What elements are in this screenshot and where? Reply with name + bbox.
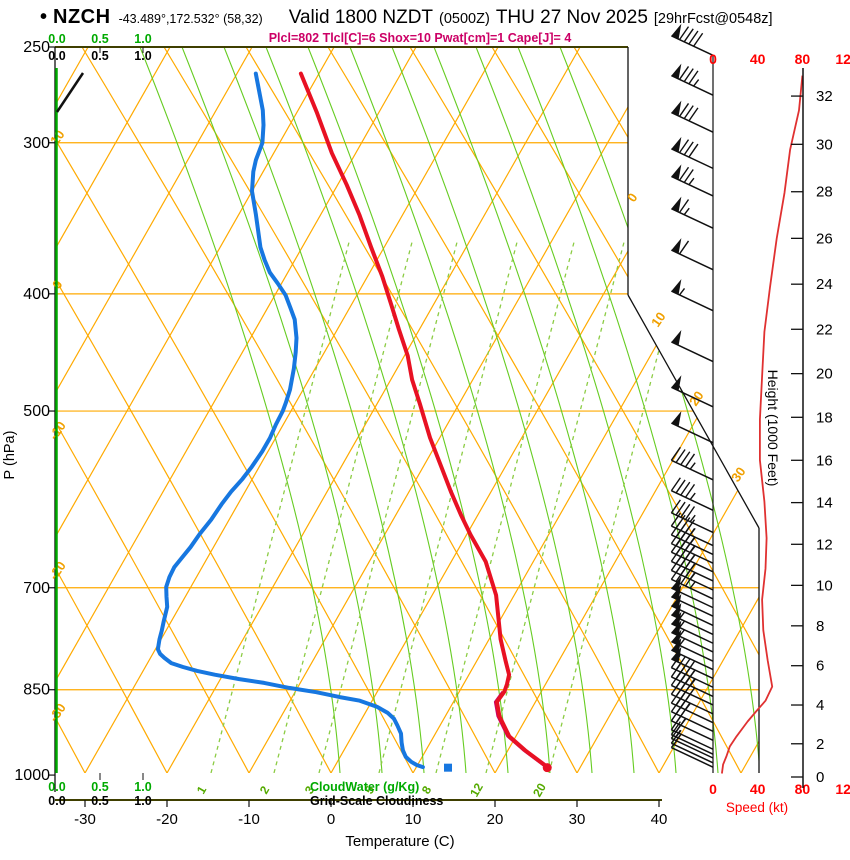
svg-text:Height (1000 Feet): Height (1000 Feet) [765, 370, 781, 487]
isotherm-grid [55, 47, 759, 773]
chart-header: • NZCH -43.489°,172.532° (58,32) Valid 1800… [40, 6, 840, 29]
station-id: NZCH [53, 6, 111, 28]
mixing-ratio-labels: 1 2 3 5 8 12 20 [194, 780, 549, 799]
temperature-curve [298, 71, 550, 770]
svg-text:40: 40 [750, 51, 766, 67]
svg-text:30: 30 [816, 136, 833, 153]
surface-temp-marker [542, 763, 552, 773]
stability-parameters: Plcl=802 Tlcl[C]=6 Shox=10 Pwat[cm]=1 Ca… [268, 31, 572, 45]
svg-text:300: 300 [23, 135, 50, 152]
svg-text:32: 32 [816, 88, 833, 105]
svg-text:12: 12 [816, 536, 833, 553]
wind-speed-curve [721, 75, 804, 774]
svg-text:850: 850 [23, 682, 50, 699]
svg-text:1: 1 [194, 783, 210, 796]
svg-text:4: 4 [816, 697, 824, 714]
svg-text:0: 0 [327, 811, 335, 828]
surface-dewpoint-marker [444, 763, 453, 772]
station-bullet-icon: • [40, 6, 48, 28]
svg-text:2: 2 [257, 783, 273, 796]
svg-text:400: 400 [23, 286, 50, 303]
svg-text:1.0: 1.0 [134, 32, 151, 46]
svg-text:10: 10 [648, 309, 669, 329]
svg-text:0: 0 [624, 190, 640, 205]
svg-text:0.5: 0.5 [91, 49, 108, 63]
svg-text:20: 20 [487, 811, 504, 828]
cloudiness-profile [55, 72, 85, 113]
svg-text:80: 80 [795, 51, 811, 67]
svg-text:0: 0 [709, 781, 717, 797]
svg-text:Grid-Scale Cloudiness: Grid-Scale Cloudiness [310, 794, 443, 808]
svg-text:CloudWater (g/Kg): CloudWater (g/Kg) [310, 780, 419, 794]
svg-text:-20: -20 [156, 811, 178, 828]
pressure-axis: 250 300 400 500 700 850 1000 P (hPa) [2, 39, 55, 784]
svg-text:30: 30 [728, 464, 749, 484]
forecast-hour: [29hrFcst@0548z] [653, 11, 773, 27]
svg-text:-10: -10 [238, 811, 260, 828]
svg-text:0.0: 0.0 [48, 49, 65, 63]
station-coords: -43.489°,172.532° (58,32) [118, 12, 263, 26]
svg-text:Speed (kt): Speed (kt) [726, 800, 788, 815]
moist-adiabat-grid [139, 47, 759, 773]
cloudiness-scale: 0.0 0.5 1.0 0.0 0.5 1.0 Grid-Scale Cloudiness [48, 49, 443, 808]
svg-text:28: 28 [816, 184, 833, 201]
svg-text:24: 24 [816, 276, 833, 293]
svg-text:40: 40 [651, 811, 668, 828]
svg-text:0.5: 0.5 [91, 780, 108, 794]
svg-text:-30: -30 [74, 811, 96, 828]
svg-text:12: 12 [467, 780, 486, 799]
plot-boundary [54, 46, 760, 792]
svg-text:Temperature (C): Temperature (C) [345, 833, 454, 850]
speed-axis-labels: 0040408080120120Speed (kt) [709, 51, 850, 815]
svg-text:0.5: 0.5 [91, 32, 108, 46]
svg-text:120: 120 [835, 51, 850, 67]
svg-text:20: 20 [816, 366, 833, 383]
valid-date: THU 27 Nov 2025 [495, 7, 648, 28]
svg-text:18: 18 [816, 409, 833, 426]
svg-text:1.0: 1.0 [134, 780, 151, 794]
svg-text:10: 10 [816, 577, 833, 594]
wind-barb-column [670, 23, 714, 773]
svg-text:6: 6 [816, 658, 824, 675]
valid-time: Valid 1800 NZDT [288, 7, 434, 28]
svg-text:2: 2 [816, 736, 824, 753]
svg-text:20: 20 [530, 780, 549, 799]
valid-time-utc: (0500Z) [439, 11, 490, 27]
svg-text:10: 10 [405, 811, 422, 828]
svg-text:8: 8 [816, 618, 824, 635]
svg-text:80: 80 [795, 781, 811, 797]
svg-text:500: 500 [23, 403, 50, 420]
svg-text:16: 16 [816, 452, 833, 469]
svg-text:0.5: 0.5 [91, 794, 108, 808]
isotherm-labels: 100-10-20-300102030 [46, 127, 749, 724]
svg-text:700: 700 [23, 580, 50, 597]
svg-text:0: 0 [709, 51, 717, 67]
svg-text:1000: 1000 [14, 767, 50, 784]
svg-text:0: 0 [816, 769, 824, 786]
temperature-axis: -30 -20 -10 0 10 20 30 40 Temperature (C) [55, 799, 668, 850]
cloudwater-scale: 0.0 0.5 1.0 0.0 0.5 1.0 CloudWater (g/Kg) [48, 32, 419, 794]
svg-text:22: 22 [816, 321, 833, 338]
svg-text:250: 250 [23, 39, 50, 56]
mixing-ratio-grid [210, 239, 689, 773]
svg-text:1.0: 1.0 [134, 49, 151, 63]
svg-text:0.0: 0.0 [48, 32, 65, 46]
svg-text:0.0: 0.0 [48, 794, 65, 808]
svg-text:120: 120 [835, 781, 850, 797]
svg-text:26: 26 [816, 230, 833, 247]
svg-text:30: 30 [569, 811, 586, 828]
dewpoint-curve [155, 71, 425, 770]
svg-text:14: 14 [816, 495, 833, 512]
svg-text:P (hPa): P (hPa) [2, 431, 18, 480]
svg-text:1.0: 1.0 [134, 794, 151, 808]
svg-text:0.0: 0.0 [48, 780, 65, 794]
svg-text:40: 40 [750, 781, 766, 797]
